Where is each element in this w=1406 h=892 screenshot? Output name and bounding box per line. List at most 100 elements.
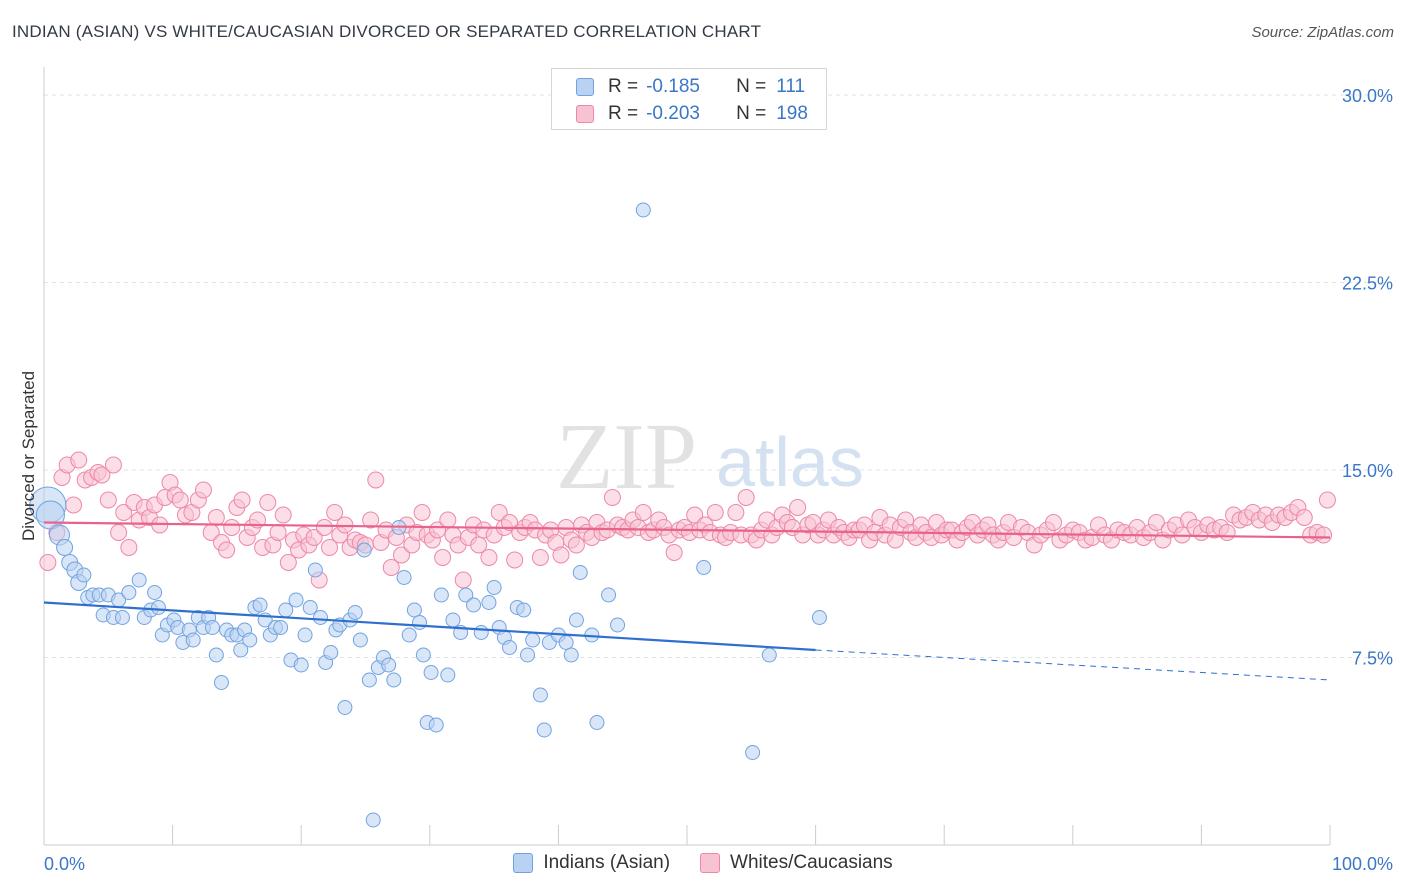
watermark-atlas: atlas — [716, 423, 864, 501]
data-point — [365, 812, 381, 828]
data-point — [706, 504, 724, 521]
data-point — [745, 745, 761, 760]
legend-swatch-indians — [576, 78, 594, 96]
legend-n-value: 198 — [776, 103, 808, 124]
legend-swatch-whites — [576, 105, 594, 123]
data-point — [393, 546, 411, 564]
data-point — [150, 600, 166, 615]
data-point — [415, 647, 431, 663]
source-label: Source: ZipAtlas.com — [1251, 24, 1394, 41]
data-point — [401, 627, 417, 643]
data-point — [536, 722, 552, 738]
data-point — [413, 504, 431, 521]
data-point — [412, 615, 428, 630]
data-point — [131, 572, 147, 588]
trend-line-indians-extension — [815, 649, 1331, 681]
data-point — [610, 617, 626, 633]
data-point — [506, 551, 524, 569]
data-point — [480, 549, 498, 566]
legend-n-label: N = — [736, 103, 767, 124]
data-point — [696, 560, 712, 575]
data-point — [568, 612, 584, 628]
data-point — [445, 612, 461, 628]
data-point — [207, 509, 225, 526]
data-point — [433, 587, 449, 603]
data-point — [382, 559, 400, 576]
legend-label-whites: Whites/Caucasians — [730, 852, 893, 873]
trend-lines — [43, 521, 1331, 681]
data-point — [1295, 509, 1313, 526]
legend-row-indians: R = -0.185 N = 111 — [576, 75, 805, 99]
legend-n-label: N = — [736, 76, 767, 97]
legend-item-whites[interactable]: Whites/Caucasians — [700, 852, 893, 874]
data-point — [439, 511, 457, 529]
data-point — [297, 627, 313, 643]
data-point — [356, 542, 372, 558]
legend-r-label: R = — [608, 103, 639, 124]
y-tick-label: 22.5% — [1342, 274, 1393, 294]
data-point — [473, 625, 489, 640]
series-legend: Indians (Asian) Whites/Caucasians — [0, 852, 1406, 874]
axis-labels: 7.5% 15.0% 22.5% 30.0% 0.0% 100.0% Divorced or… — [19, 86, 1393, 874]
data-point — [1147, 514, 1165, 531]
data-point — [274, 506, 292, 524]
data-point — [532, 687, 548, 703]
data-point — [208, 647, 224, 663]
data-point — [558, 635, 574, 650]
data-point — [242, 632, 258, 648]
data-point — [428, 717, 444, 733]
data-point — [70, 451, 88, 469]
chart-title: INDIAN (ASIAN) VS WHITE/CAUCASIAN DIVORC… — [12, 22, 762, 41]
data-point — [1218, 524, 1236, 541]
data-point — [114, 610, 130, 625]
data-point — [634, 504, 652, 521]
data-point — [288, 592, 304, 608]
data-point — [39, 554, 57, 571]
grid — [44, 94, 1392, 658]
data-point — [501, 514, 519, 531]
data-point — [326, 504, 344, 521]
axes — [43, 67, 1331, 846]
y-tick-label: 30.0% — [1342, 86, 1393, 106]
legend-row-whites: R = -0.203 N = 198 — [576, 102, 808, 126]
legend-item-indians[interactable]: Indians (Asian) — [513, 852, 670, 874]
legend-r-label: R = — [608, 76, 639, 97]
watermark-zip: ZIP — [556, 405, 697, 509]
data-point — [104, 456, 122, 474]
data-point — [121, 585, 137, 600]
data-point — [520, 647, 536, 663]
data-point — [273, 620, 289, 635]
data-point — [302, 600, 318, 615]
legend-n-value: 111 — [776, 76, 806, 97]
data-point — [352, 632, 368, 648]
data-point — [305, 529, 323, 546]
data-point — [269, 524, 287, 541]
y-tick-label: 7.5% — [1352, 649, 1393, 669]
data-point — [737, 489, 755, 506]
trend-line-indians — [43, 601, 816, 652]
data-point — [811, 610, 827, 625]
data-point — [252, 597, 268, 613]
data-point — [563, 647, 579, 663]
data-point — [99, 491, 117, 509]
y-axis-title: Divorced or Separated — [19, 371, 38, 541]
data-point — [406, 602, 422, 618]
data-point — [361, 672, 377, 688]
data-point — [233, 642, 249, 658]
data-point — [601, 587, 617, 603]
legend-r-value: -0.203 — [646, 103, 700, 124]
x-tick-label: 0.0% — [44, 854, 85, 874]
data-point — [76, 567, 92, 583]
data-point — [259, 494, 277, 511]
data-point — [233, 491, 251, 509]
data-point — [347, 605, 363, 620]
data-point — [337, 700, 353, 715]
data-point — [440, 667, 456, 683]
data-point — [386, 672, 402, 688]
data-point — [466, 597, 482, 613]
data-point — [552, 546, 570, 564]
data-point — [665, 544, 683, 561]
data-point — [470, 536, 488, 554]
data-point — [362, 511, 380, 529]
data-point — [223, 519, 241, 536]
